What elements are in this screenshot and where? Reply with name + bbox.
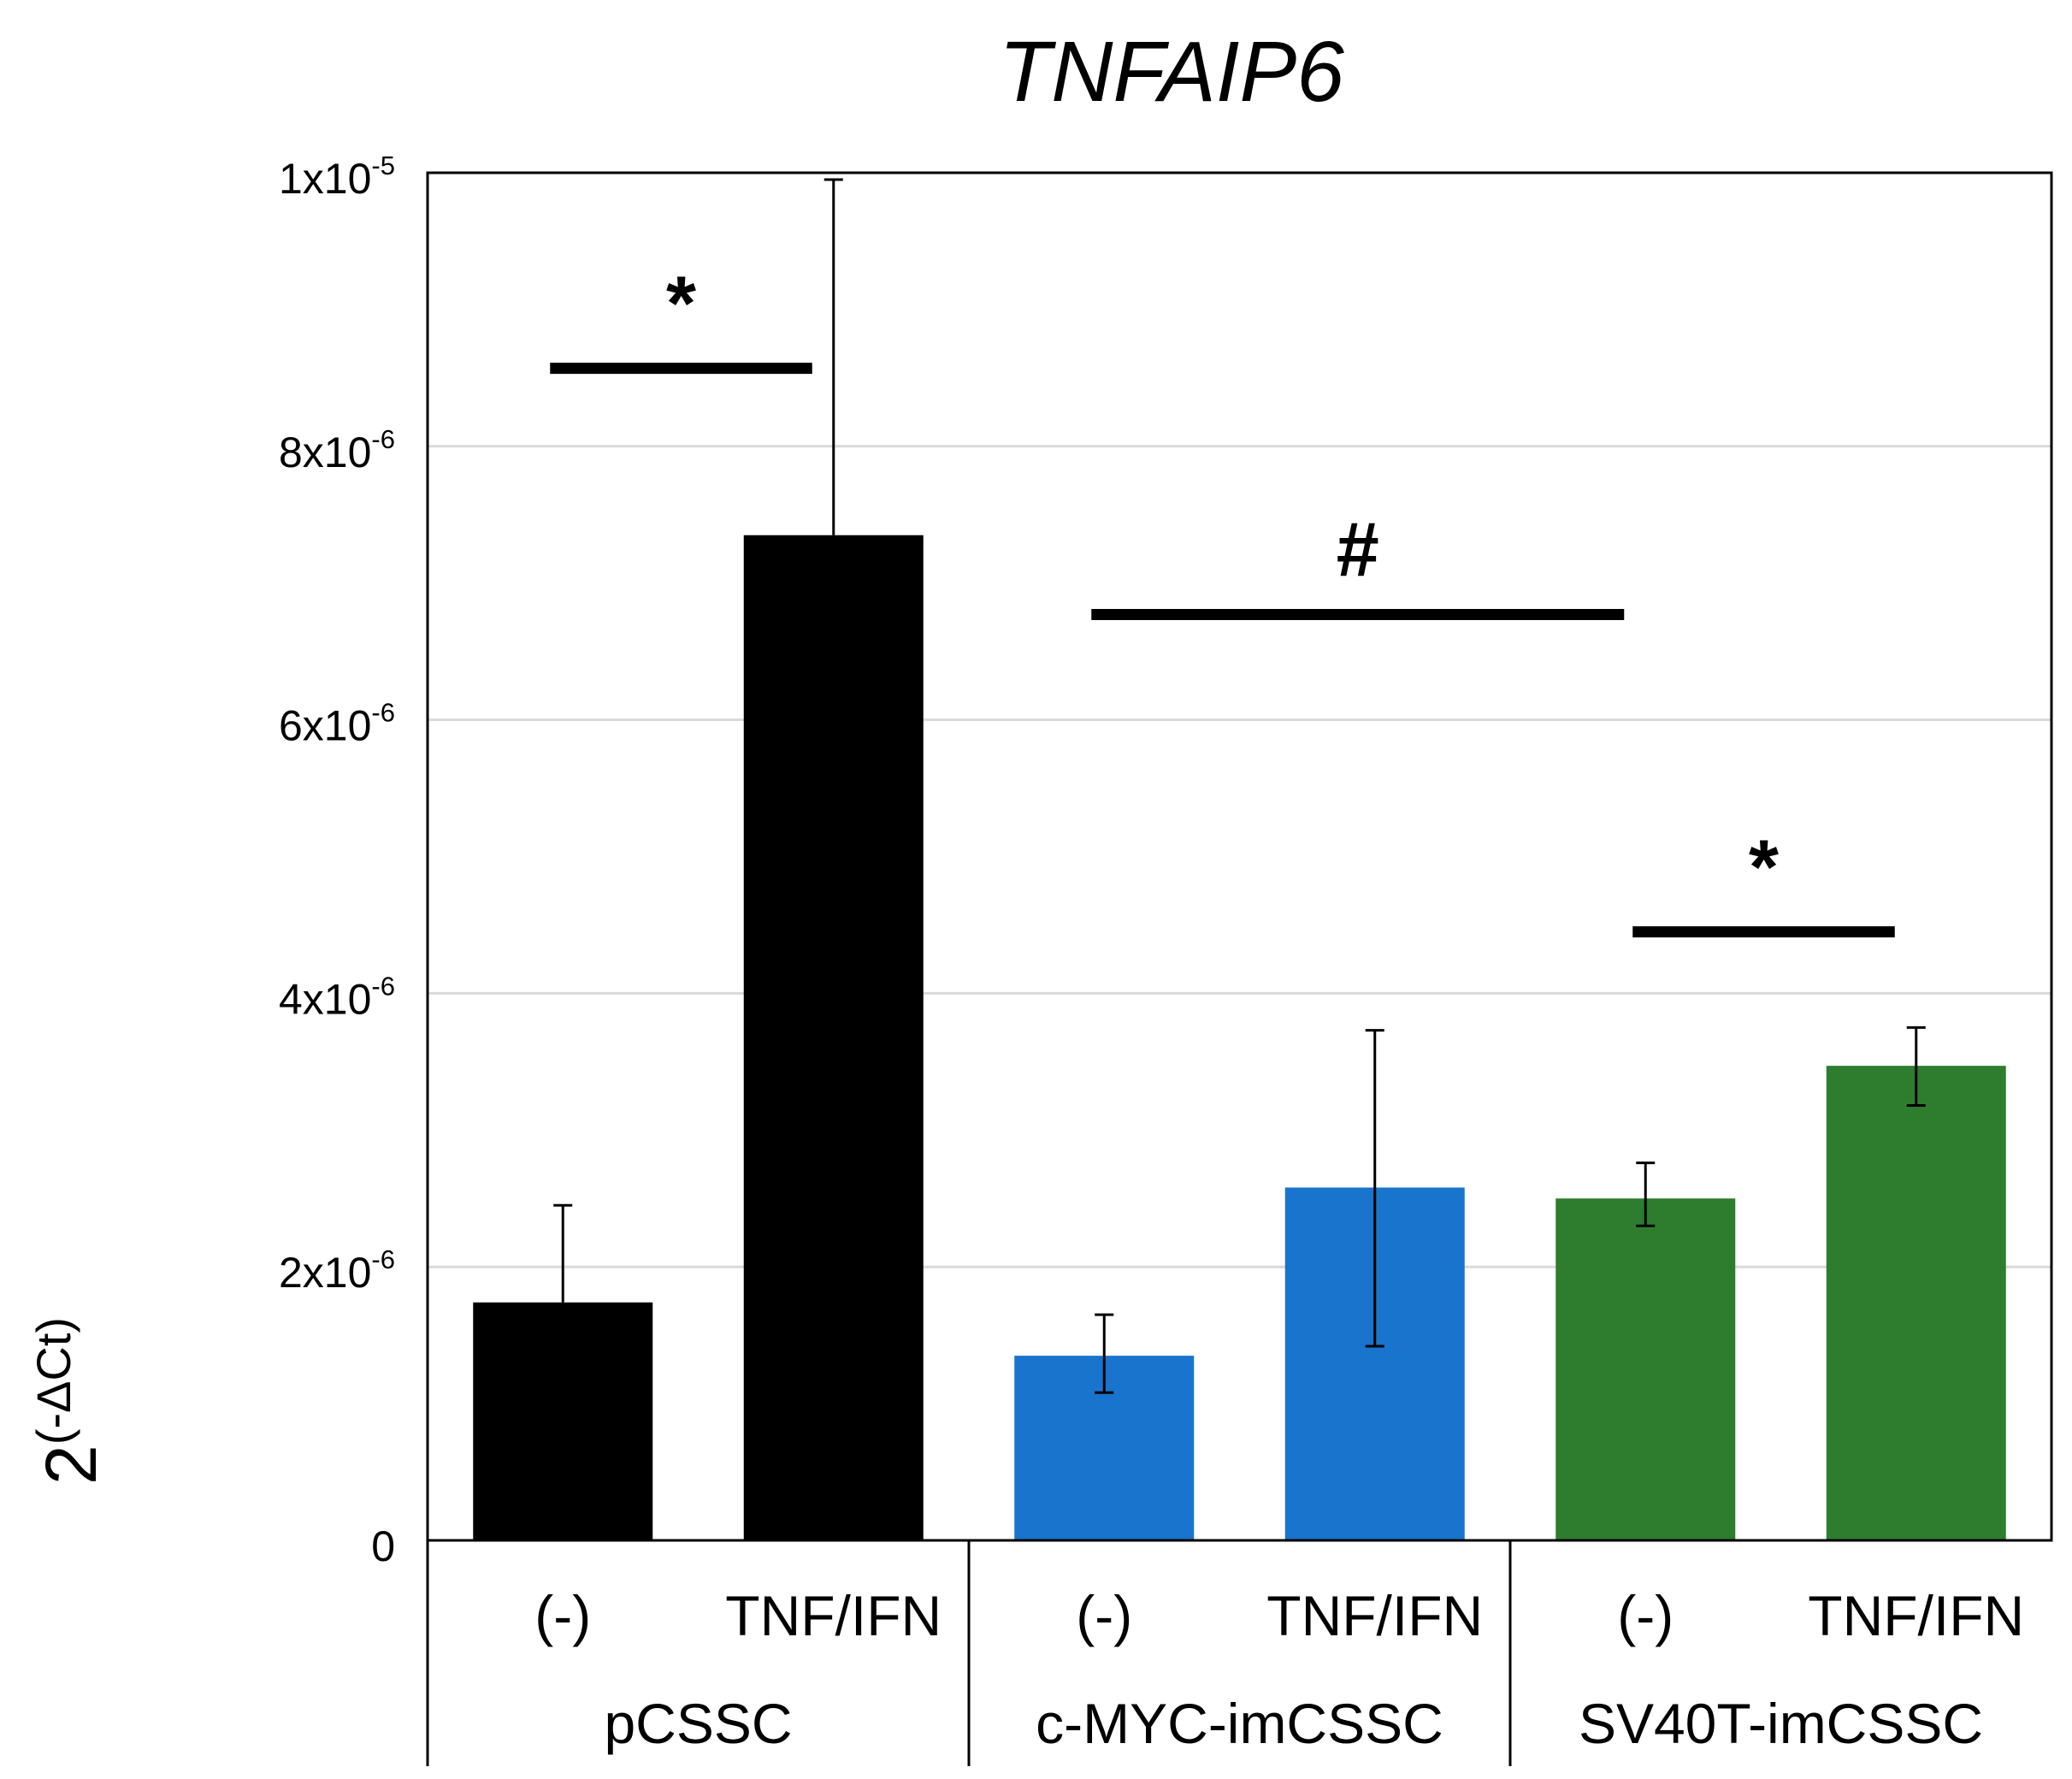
- bar: [1826, 1066, 2006, 1540]
- y-axis-label-base: 2: [31, 1445, 111, 1485]
- error-bars: [553, 178, 1926, 1394]
- y-tick-label-base: 4x10: [279, 975, 371, 1023]
- y-axis-label-superscript: (-ΔCt): [27, 1317, 80, 1445]
- y-tick-label: 6x10-6: [279, 698, 395, 750]
- condition-label: (-): [1076, 1584, 1132, 1647]
- y-tick-label-exponent: -6: [371, 424, 395, 454]
- bars: [473, 535, 2006, 1540]
- significance-symbol: *: [1749, 824, 1779, 910]
- significance-symbol: *: [666, 262, 696, 347]
- condition-label: TNF/IFN: [1808, 1584, 2024, 1647]
- group-label: pCSSC: [604, 1692, 792, 1755]
- bar: [743, 535, 924, 1540]
- y-tick-label-base: 8x10: [279, 428, 371, 476]
- y-tick-label-base: 1x10: [279, 155, 371, 203]
- y-axis-label: 2(-ΔCt): [27, 1317, 111, 1485]
- y-tick-label-base: 0: [371, 1522, 395, 1570]
- y-tick-label-base: 6x10: [279, 702, 371, 750]
- group-label: c-MYC-imCSSC: [1036, 1692, 1443, 1755]
- group-label: SV40T-imCSSC: [1579, 1692, 1983, 1755]
- condition-label: TNF/IFN: [1266, 1584, 1483, 1647]
- bar: [1555, 1198, 1736, 1540]
- significance-annotations: * # *: [550, 262, 1895, 937]
- y-tick-label-exponent: -6: [371, 1244, 395, 1274]
- y-tick-label: 0: [371, 1522, 395, 1570]
- bar: [473, 1302, 653, 1540]
- condition-label: (-): [1617, 1584, 1674, 1647]
- plot-frame: [426, 171, 2053, 1542]
- svg-text:2(-ΔCt): 2(-ΔCt): [27, 1317, 111, 1485]
- significance-symbol: #: [1337, 507, 1379, 593]
- y-tick-label: 1x10-5: [279, 151, 395, 203]
- condition-label: TNF/IFN: [725, 1584, 942, 1647]
- gridlines: [428, 445, 2051, 1268]
- y-tick-label: 8x10-6: [279, 424, 395, 476]
- y-tick-label: 4x10-6: [279, 971, 395, 1023]
- y-tick-label-exponent: -6: [371, 971, 395, 1001]
- chart-title: TNFAIP6: [999, 24, 1344, 120]
- y-tick-label-base: 2x10: [279, 1249, 371, 1297]
- y-tick-label-exponent: -5: [371, 151, 395, 180]
- y-tick-label-exponent: -6: [371, 698, 395, 728]
- y-tick-label: 2x10-6: [279, 1244, 395, 1297]
- condition-label: (-): [534, 1584, 591, 1647]
